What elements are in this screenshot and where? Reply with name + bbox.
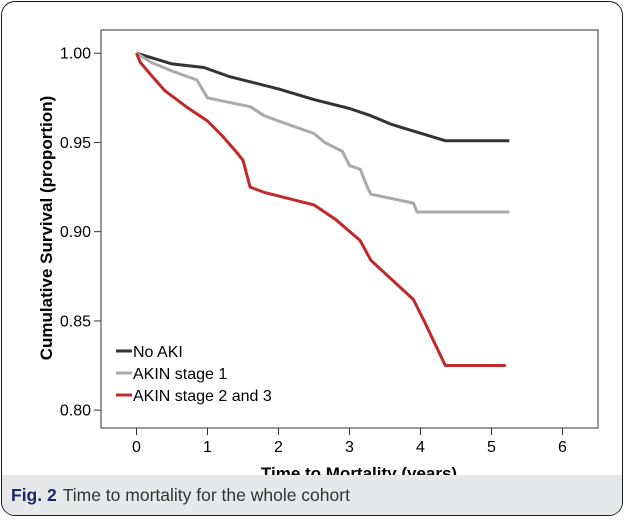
y-tick-label: 1.00 <box>60 46 91 63</box>
caption-label: Fig. 2 <box>11 484 57 505</box>
x-tick-label: 3 <box>345 439 354 456</box>
y-axis-title: Cumulative Survival (proportion) <box>37 96 56 360</box>
x-tick-label: 0 <box>132 439 141 456</box>
figure-caption: Fig. 2 Time to mortality for the whole c… <box>2 475 622 515</box>
x-axis: 0 1 2 3 4 5 6 <box>132 428 567 456</box>
series-line-no-aki <box>136 51 510 143</box>
x-tick-label: 1 <box>203 439 212 456</box>
y-tick-label: 0.95 <box>60 135 91 152</box>
plot-frame <box>100 29 599 429</box>
x-tick-label: 2 <box>274 439 283 456</box>
series-lines <box>135 51 510 367</box>
x-tick-label: 4 <box>416 439 425 456</box>
legend-label-akin-stage-1: AKIN stage 1 <box>133 366 227 383</box>
y-axis: 0.80 0.85 0.90 0.95 1.00 <box>60 46 101 420</box>
series-line-akin-stage-1 <box>135 51 510 214</box>
x-tick-label: 5 <box>487 439 496 456</box>
legend: No AKI AKIN stage 1 AKIN stage 2 and 3 <box>116 344 272 405</box>
legend-label-no-aki: No AKI <box>133 344 183 361</box>
series-line-akin-stage-2-and-3 <box>135 52 506 367</box>
y-tick-label: 0.85 <box>60 313 91 330</box>
y-tick-label: 0.80 <box>60 403 91 420</box>
x-tick-label: 6 <box>558 439 567 456</box>
caption-text: Time to mortality for the whole cohort <box>62 484 350 505</box>
survival-chart: 0.80 0.85 0.90 0.95 1.00 0 1 2 3 4 5 6 No AKI AKIN … <box>37 29 599 483</box>
y-tick-label: 0.90 <box>60 224 91 241</box>
legend-label-akin-stage-2-and-3: AKIN stage 2 and 3 <box>133 388 272 405</box>
